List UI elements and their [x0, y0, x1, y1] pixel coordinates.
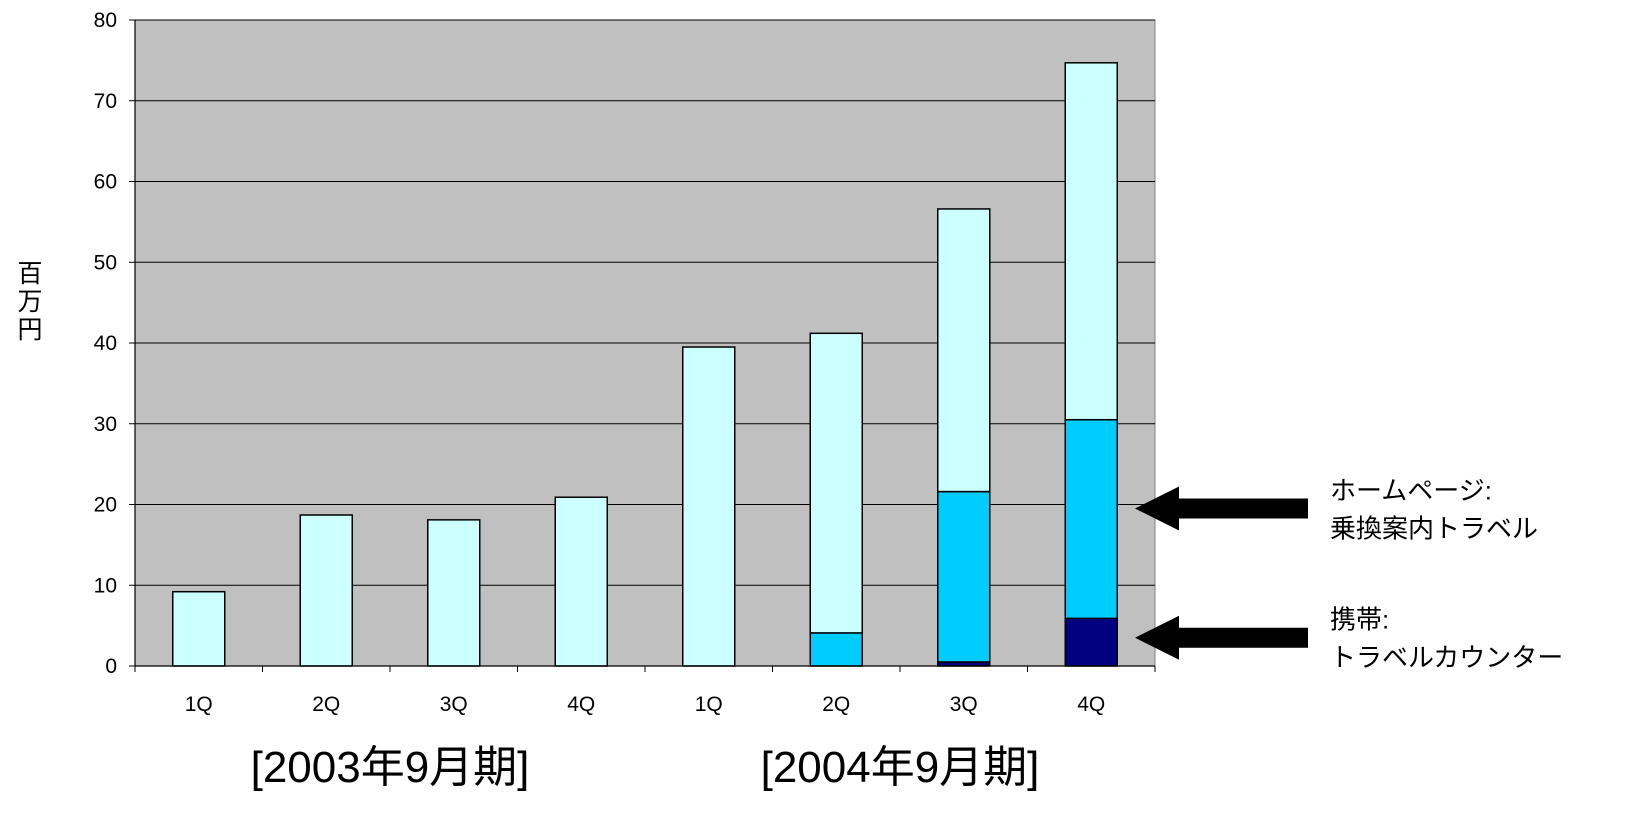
bar-segment: [1064, 62, 1118, 421]
y-tick-label: 80: [94, 9, 117, 32]
y-axis-label: 万: [17, 288, 42, 316]
bar-segment: [299, 514, 353, 667]
x-tick-label: 3Q: [440, 693, 468, 716]
annotation-text: 携帯:: [1330, 605, 1389, 635]
bar-segment: [809, 632, 863, 667]
y-tick-label: 60: [94, 171, 117, 194]
bars: [172, 62, 1118, 667]
annotation-text: トラベルカウンター: [1330, 643, 1563, 673]
y-axis-label: 百: [17, 260, 42, 288]
group-label: [2003年9月期]: [251, 743, 530, 792]
y-tick-label: 70: [94, 90, 117, 113]
group-label: [2004年9月期]: [761, 743, 1040, 792]
x-tick-label: 2Q: [312, 693, 340, 716]
y-tick-label: 50: [94, 251, 117, 274]
bar-segment: [937, 208, 991, 493]
y-tick-label: 40: [94, 332, 117, 355]
x-tick-label: 2Q: [822, 693, 850, 716]
y-tick-label: 20: [94, 494, 117, 517]
x-tick-label: 3Q: [950, 693, 978, 716]
bar-segment: [1064, 418, 1118, 620]
x-tick-label: 4Q: [567, 693, 595, 716]
annotation-text: 乗換案内トラベル: [1330, 514, 1538, 544]
y-tick-label: 30: [94, 413, 117, 436]
annotation-arrow: [1135, 486, 1308, 531]
annotation-arrow: [1135, 615, 1308, 660]
y-axis-label: 円: [17, 316, 42, 344]
bar-segment: [682, 346, 736, 667]
bar-segment: [427, 519, 481, 667]
y-tick-label: 10: [94, 574, 117, 597]
x-tick-label: 1Q: [185, 693, 213, 716]
annotation-text: ホームページ:: [1330, 476, 1492, 506]
bar-segment: [809, 332, 863, 634]
y-tick-label: 0: [105, 655, 117, 678]
bar-segment: [937, 490, 991, 663]
labels: 0 10 20 30 40 50 60 70 80 1Q 2Q 3Q 4Q 1Q 2Q 3Q 4Q [2003年9…: [17, 9, 1105, 792]
bar-segment: [172, 590, 226, 667]
bar-segment: [1064, 617, 1118, 667]
x-tick-label: 4Q: [1077, 693, 1105, 716]
bar-segment: [554, 496, 608, 667]
x-tick-label: 1Q: [695, 693, 723, 716]
axes: [129, 19, 1156, 672]
